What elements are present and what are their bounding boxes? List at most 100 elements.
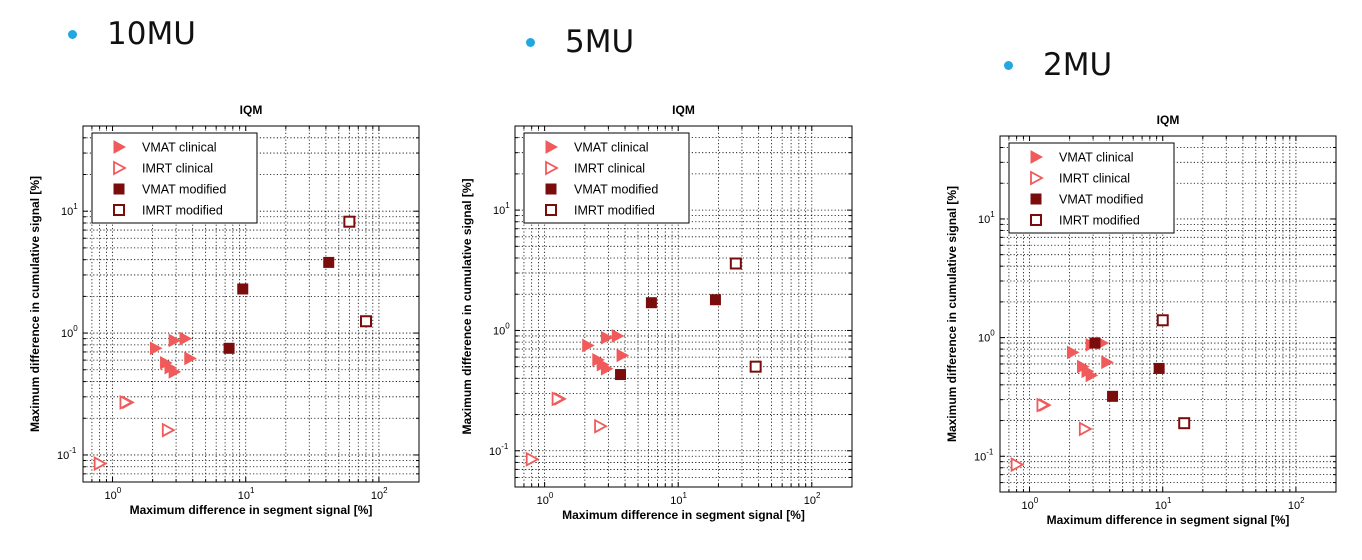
grid xyxy=(514,126,852,487)
bullet-text: 10MU xyxy=(107,16,196,52)
series-imrt-clinical xyxy=(525,391,608,467)
data-point xyxy=(1078,421,1093,437)
x-tick-label: 101 xyxy=(238,486,255,502)
legend-label: VMAT clinical xyxy=(142,141,217,155)
legend-label: VMAT modified xyxy=(574,183,658,197)
legend: VMAT clinical IMRT clinical VMAT modified I… xyxy=(523,132,690,224)
legend: VMAT clinical IMRT clinical VMAT modified I… xyxy=(91,132,258,224)
data-point xyxy=(709,294,721,306)
series-imrt-modified xyxy=(343,215,373,328)
data-point xyxy=(616,348,630,363)
data-point xyxy=(113,183,125,195)
legend-label: IMRT clinical xyxy=(142,162,213,176)
x-tick-label: 102 xyxy=(804,491,821,507)
legend-label: IMRT modified xyxy=(1059,214,1140,228)
chart-title: IQM xyxy=(1157,113,1180,127)
legend-label: VMAT modified xyxy=(1059,193,1143,207)
data-point xyxy=(1101,355,1114,370)
x-tick-label: 102 xyxy=(371,486,388,502)
y-tick-label: 100 xyxy=(978,329,995,345)
data-point xyxy=(168,333,182,348)
data-point xyxy=(1089,337,1101,349)
x-axis-label: Maximum difference in segment signal [%] xyxy=(562,508,805,522)
data-point xyxy=(1156,314,1169,327)
y-axis-label: Maximum difference in cumulative signal … xyxy=(28,176,42,432)
bullet-text: 2MU xyxy=(1043,47,1113,83)
data-point xyxy=(1036,397,1051,413)
data-point xyxy=(1010,457,1025,473)
data-point xyxy=(1085,368,1099,383)
data-point xyxy=(525,451,540,467)
data-point xyxy=(113,204,125,216)
x-axis-label: Maximum difference in segment signal [%] xyxy=(130,503,373,517)
data-point xyxy=(323,256,335,268)
data-point xyxy=(615,369,627,381)
data-point xyxy=(168,365,182,379)
data-point xyxy=(1030,193,1042,205)
data-point xyxy=(113,160,127,176)
x-tick-label: 101 xyxy=(670,491,687,507)
data-point xyxy=(1178,417,1191,430)
legend: VMAT clinical IMRT clinical VMAT modified I… xyxy=(1008,142,1175,234)
y-axis-label: Maximum difference in cumulative signal … xyxy=(460,178,474,434)
series-imrt-clinical xyxy=(93,394,176,472)
y-tick-label: 10-1 xyxy=(489,442,509,458)
axes-frame xyxy=(82,125,420,483)
data-point xyxy=(545,183,557,195)
series-imrt-clinical xyxy=(1010,397,1093,473)
x-tick-label: 100 xyxy=(537,491,554,507)
legend-label: IMRT clinical xyxy=(574,162,645,176)
series-vmat-modified xyxy=(615,294,721,381)
data-point xyxy=(1153,362,1165,374)
legend-label: VMAT clinical xyxy=(1059,151,1134,165)
grid xyxy=(999,136,1336,492)
grid xyxy=(82,126,419,482)
data-point xyxy=(729,257,742,270)
data-point xyxy=(611,329,625,343)
x-axis-label: Maximum difference in segment signal [%] xyxy=(1047,513,1290,527)
data-point xyxy=(600,361,614,376)
y-tick-label: 100 xyxy=(493,321,510,337)
data-point xyxy=(1030,214,1042,226)
data-point xyxy=(1107,390,1119,402)
tick-marks xyxy=(82,126,419,482)
series-vmat-modified xyxy=(1089,337,1165,402)
legend-label: IMRT modified xyxy=(574,204,655,218)
y-tick-label: 10-1 xyxy=(57,446,77,462)
y-tick-label: 101 xyxy=(978,210,995,226)
x-tick-label: 100 xyxy=(105,486,122,502)
data-point xyxy=(343,215,356,228)
tick-marks xyxy=(999,136,1336,492)
data-point xyxy=(545,204,557,216)
axes-frame xyxy=(999,135,1337,493)
series-vmat-modified xyxy=(223,256,335,354)
data-point xyxy=(545,160,559,176)
data-point xyxy=(149,341,163,356)
bullet-dot xyxy=(1004,60,1013,70)
bullet-text: 5MU xyxy=(565,24,635,60)
y-tick-label: 101 xyxy=(61,202,78,218)
tick-marks xyxy=(514,126,852,487)
legend-label: IMRT modified xyxy=(142,204,223,218)
chart-panel-10mu: 100 101 102 10-1 100 101 IQM Maximum difference… xyxy=(28,103,420,517)
x-tick-label: 100 xyxy=(1022,496,1039,512)
data-point xyxy=(582,338,595,353)
data-point xyxy=(1066,345,1080,360)
y-tick-label: 10-1 xyxy=(974,447,994,463)
chart-panel-2mu: 100 101 102 10-1 100 101 IQM Maximum difference… xyxy=(945,113,1337,527)
data-point xyxy=(93,456,108,472)
x-tick-label: 101 xyxy=(1155,496,1172,512)
bullet-dot xyxy=(68,29,77,39)
y-tick-label: 101 xyxy=(493,201,510,217)
data-point xyxy=(1030,170,1044,186)
data-point xyxy=(161,422,176,438)
legend-label: VMAT modified xyxy=(142,183,226,197)
bullet-10mu: 10MU xyxy=(68,16,196,52)
chart-title: IQM xyxy=(240,103,263,117)
data-point xyxy=(1030,150,1044,164)
data-point xyxy=(645,297,657,309)
data-point xyxy=(749,360,762,373)
series-imrt-modified xyxy=(729,257,762,373)
data-point xyxy=(360,315,373,328)
